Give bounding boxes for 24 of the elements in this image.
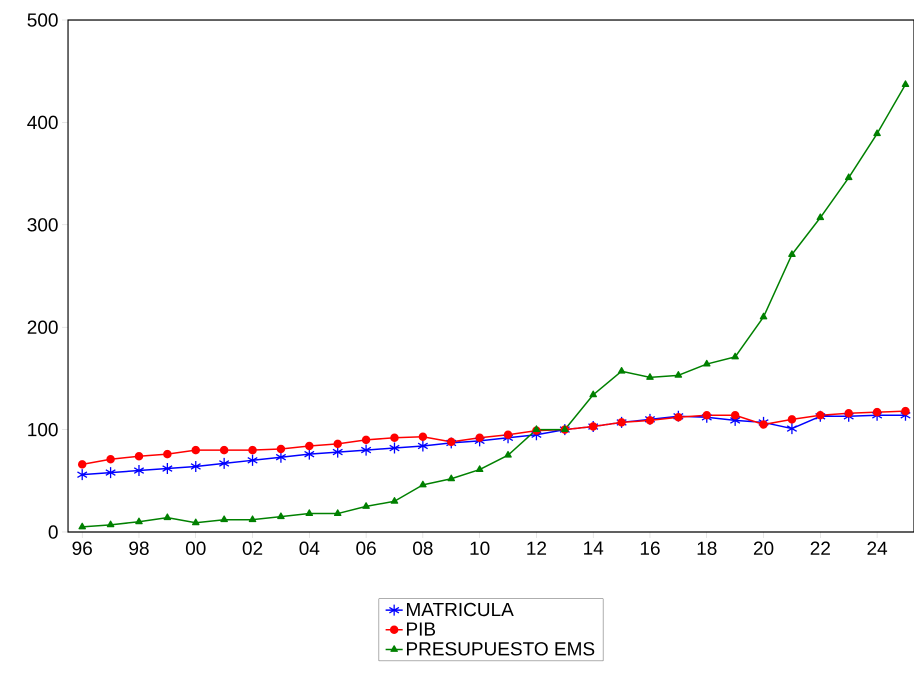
- x-tick-label: 16: [640, 542, 660, 555]
- x-tick-label: 98: [129, 542, 149, 555]
- y-tick-label: 100: [28, 422, 58, 436]
- legend-label: PIB: [406, 622, 436, 636]
- x-tick-label: 02: [242, 542, 262, 555]
- y-tick-label: 500: [28, 13, 58, 27]
- x-tick-label: 08: [413, 542, 433, 555]
- y-tick-label: 300: [28, 218, 58, 232]
- x-tick-label: 00: [186, 542, 206, 555]
- x-tick-label: 18: [698, 542, 716, 555]
- x-tick-label: 20: [754, 542, 774, 555]
- x-tick-label: 04: [299, 542, 320, 555]
- x-tick-label: 12: [527, 542, 546, 555]
- x-tick-label: 96: [72, 542, 92, 555]
- y-tick-label: 0: [48, 525, 58, 539]
- y-tick-label: 200: [28, 320, 58, 334]
- x-tick-label: 06: [356, 542, 376, 555]
- x-tick-label: 10: [470, 542, 490, 555]
- legend-label: PRESUPUESTO EMS: [406, 642, 594, 656]
- legend-label: MATRICULA: [406, 602, 514, 616]
- x-tick-label: 14: [584, 542, 604, 555]
- y-tick-label: 400: [27, 116, 58, 130]
- x-tick-label: 24: [867, 542, 888, 555]
- x-tick-label: 22: [810, 542, 830, 555]
